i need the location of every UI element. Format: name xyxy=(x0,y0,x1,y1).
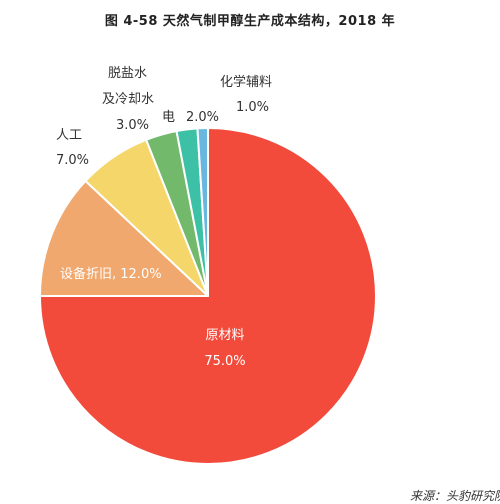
slice-label-labor: 人工 xyxy=(56,128,82,143)
slice-value-chemicals: 1.0% xyxy=(236,100,269,115)
slice-label-electricity: 电 xyxy=(162,110,175,125)
chart-title: 图 4-58 天然气制甲醇生产成本结构，2018 年 xyxy=(104,14,396,29)
slice-label-water-line2: 及冷却水 xyxy=(102,92,154,107)
slice-value-water: 3.0% xyxy=(116,118,149,133)
slice-label-water-line1: 脱盐水 xyxy=(108,66,147,81)
slice-value-raw-materials: 75.0% xyxy=(204,354,245,369)
slice-value-electricity: 2.0% xyxy=(186,110,219,125)
slice-label-raw-materials: 原材料 xyxy=(205,328,244,343)
pie-slice-depreciation xyxy=(39,180,209,297)
slice-label-depreciation: 设备折旧, 12.0% xyxy=(60,266,162,282)
pie-slice-raw-materials xyxy=(39,127,377,465)
pie-slice-chemicals xyxy=(196,126,209,297)
slice-label-chemicals: 化学辅料 xyxy=(220,74,272,90)
source-note: 来源：头豹研究院 xyxy=(409,489,500,503)
slice-value-labor: 7.0% xyxy=(56,153,89,168)
pie-slices xyxy=(39,126,377,465)
